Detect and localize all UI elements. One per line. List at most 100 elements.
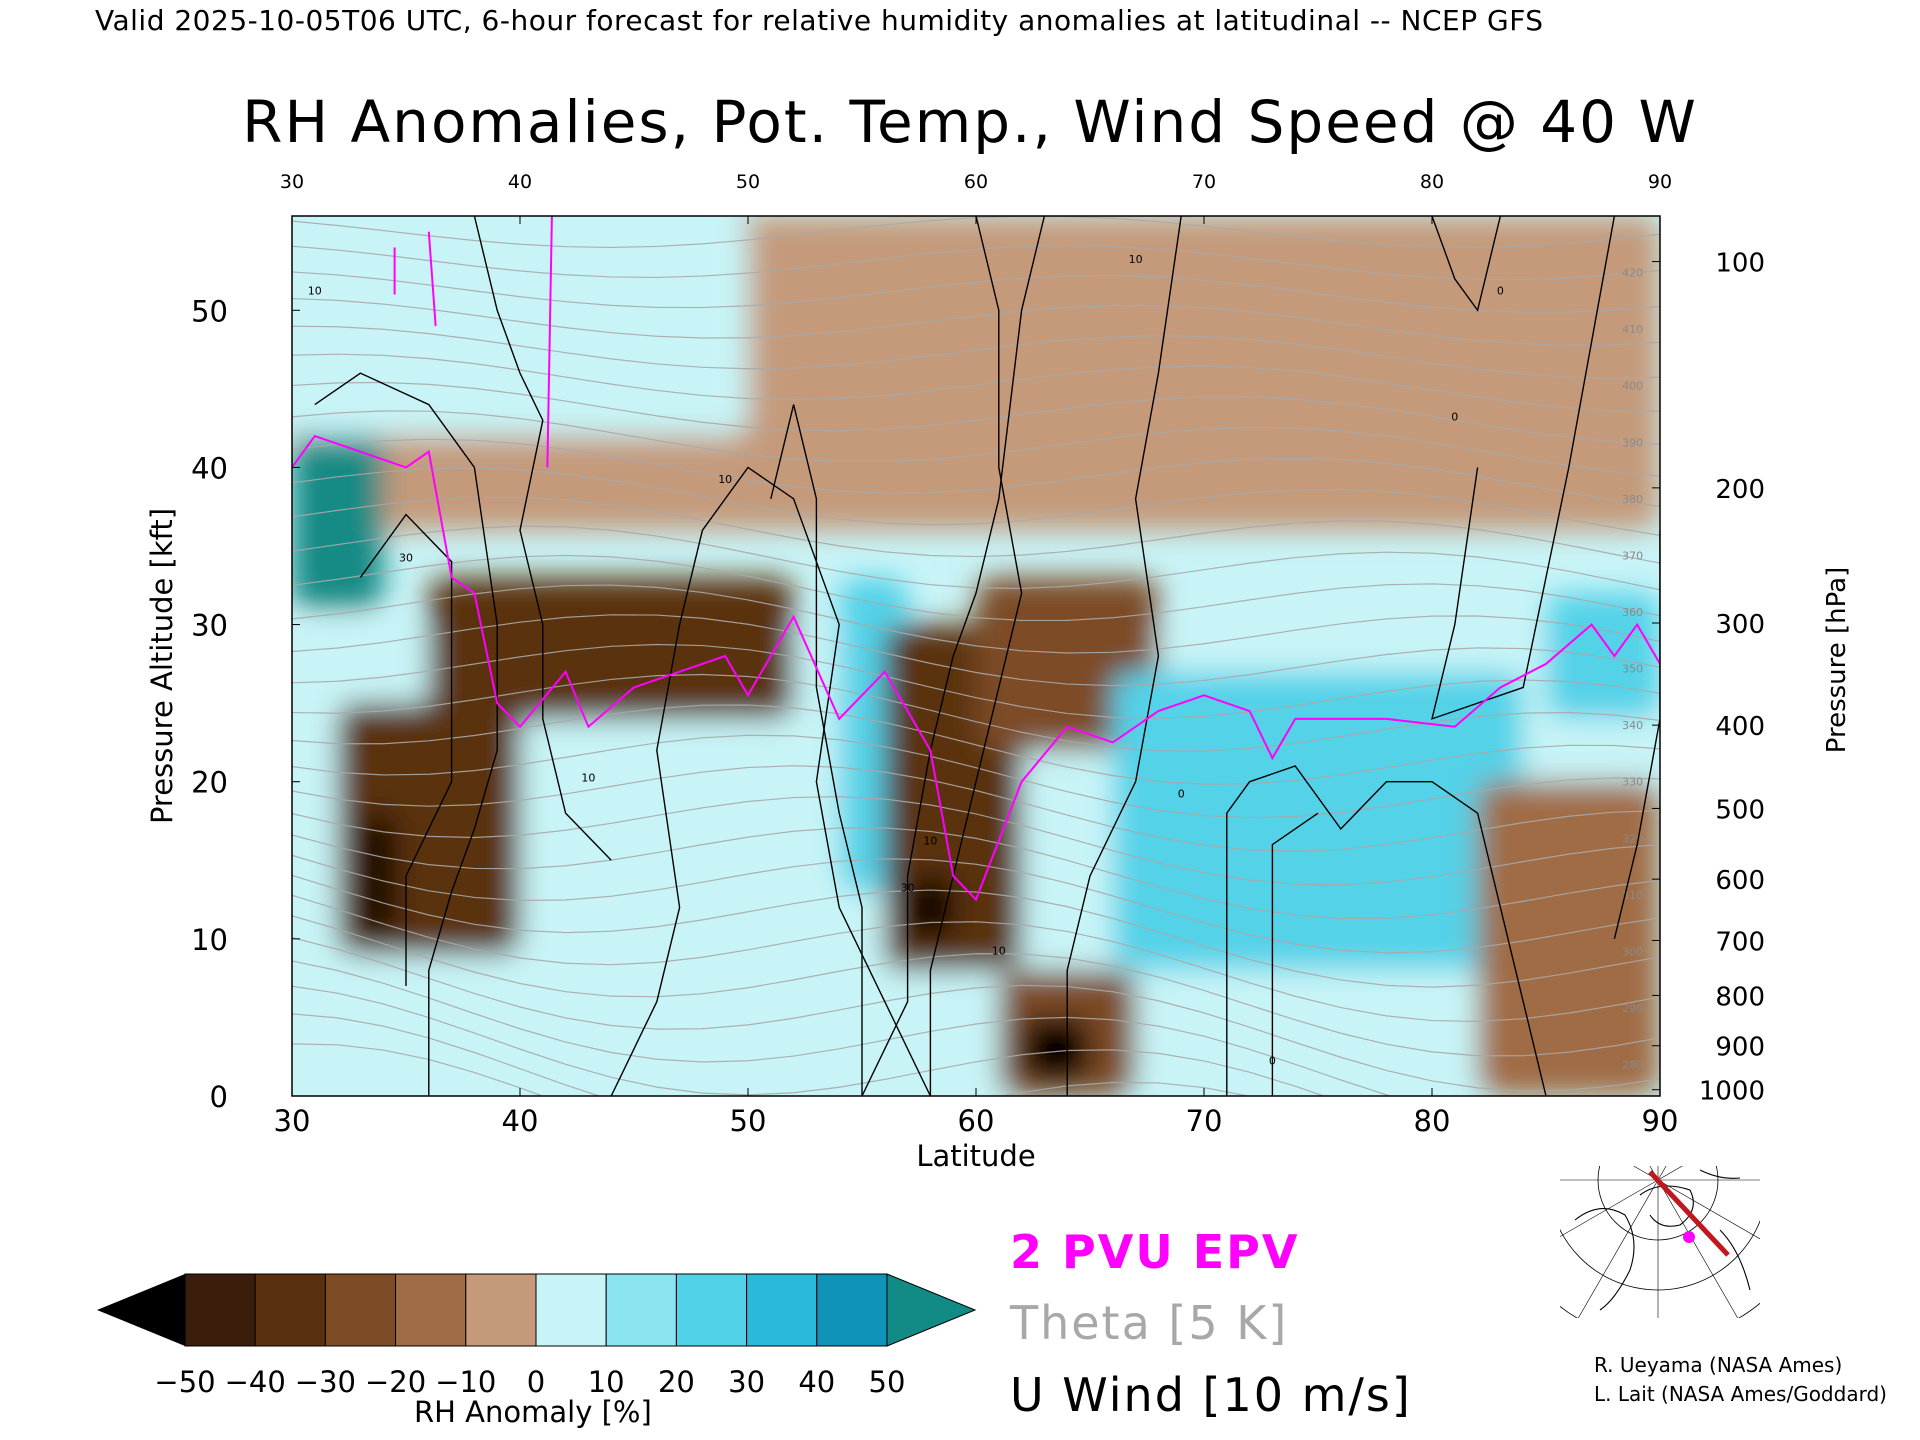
- rh-region: [292, 436, 384, 609]
- theta-contour: [292, 410, 1660, 477]
- u-wind-label: 10: [718, 473, 732, 486]
- colorbar-segment: [324, 1273, 397, 1347]
- pressure-tick-label: 600: [1715, 866, 1765, 896]
- theta-contour: [292, 915, 1660, 1057]
- theta-label: 360: [1622, 606, 1643, 619]
- colorbar-segment: [184, 1273, 256, 1347]
- colorbar-segment: [605, 1273, 677, 1347]
- theta-label: 420: [1622, 267, 1643, 280]
- map-meridian: [1657, 1179, 1760, 1240]
- colorbar-tick-label: 10: [588, 1365, 625, 1399]
- x-top-tick-label: 70: [1192, 171, 1216, 193]
- colorbar-segment: [254, 1273, 326, 1347]
- u-wind-contour: [861, 216, 1046, 1096]
- colorbar-tick-label: 40: [798, 1365, 835, 1399]
- theta-contour: [292, 245, 1660, 281]
- theta-contour: [292, 297, 1660, 346]
- colorbar-segment: [675, 1273, 748, 1347]
- theta-contour: [292, 765, 1660, 852]
- chart-title: RH Anomalies, Pot. Temp., Wind Speed @ 4…: [242, 88, 1698, 156]
- theta-contour: [292, 936, 1660, 1092]
- epv-fragment: [427, 231, 437, 327]
- u-wind-contour: [1271, 812, 1319, 1096]
- colorbar: −50 −40 −30 −20 −10 0 10 20 30 40 50: [97, 1273, 977, 1399]
- colorbar-under-arrow: [97, 1274, 185, 1346]
- inset-locator-map: [1560, 1166, 1760, 1318]
- theta-label: 340: [1622, 719, 1643, 732]
- x-tick-label: 70: [1186, 1104, 1223, 1138]
- pressure-tick-label: 200: [1715, 475, 1765, 505]
- theta-contour: [292, 874, 1660, 988]
- y-tick-label: 40: [191, 451, 228, 485]
- x-top-tick-label: 50: [736, 171, 760, 193]
- theta-contour: [292, 796, 1660, 886]
- rh-anomaly-field: [292, 216, 1660, 1096]
- map-meridian: [1577, 1179, 1659, 1318]
- map-meridian: [1560, 1179, 1659, 1237]
- theta-contour: [292, 894, 1660, 1023]
- theta-contour: [292, 985, 1326, 1096]
- theta-contour: [292, 584, 1660, 654]
- rh-region: [1546, 593, 1660, 719]
- map-meridian: [1657, 1179, 1739, 1318]
- map-body: [1560, 1166, 1760, 1318]
- colorbar-segment: [746, 1273, 818, 1347]
- x-top-tick-label: 30: [280, 171, 304, 193]
- y-tick-label: 50: [191, 294, 228, 328]
- rh-region: [1112, 671, 1524, 971]
- pressure-tick-label: 500: [1715, 795, 1765, 825]
- y-tick-label: 30: [191, 609, 228, 643]
- pressure-tick-label: 100: [1715, 249, 1765, 279]
- theta-label: 380: [1622, 493, 1643, 506]
- u-wind-label: 10: [581, 772, 595, 785]
- theta-label: 310: [1622, 889, 1643, 902]
- u-wind-label: 0: [1178, 787, 1185, 800]
- theta-label: 300: [1622, 945, 1643, 958]
- colorbar-tick-label: 50: [869, 1365, 906, 1399]
- theta-label: 330: [1622, 776, 1643, 789]
- map-coastline: [1574, 1185, 1694, 1311]
- theta-contour: [292, 1043, 544, 1096]
- colorbar-segment: [395, 1273, 467, 1347]
- theta-contour: [292, 353, 1660, 413]
- theta-contour: [292, 525, 1660, 591]
- u-wind-contour: [929, 216, 1023, 1096]
- x-top-tick-label: 80: [1420, 171, 1444, 193]
- theta-contour: [292, 704, 1660, 785]
- pressure-tick-label: 900: [1715, 1033, 1765, 1063]
- colorbar-segment: [535, 1273, 607, 1347]
- x-tick-label: 60: [958, 1104, 995, 1138]
- u-wind-label: 10: [308, 285, 322, 298]
- x-axis-label: Latitude: [916, 1139, 1035, 1173]
- rh-region: [292, 216, 748, 436]
- x-tick-label: 40: [502, 1104, 539, 1138]
- map-coastline: [1699, 1169, 1751, 1291]
- theta-contour: [292, 438, 1660, 507]
- legend-epv: 2 PVU EPV: [1010, 1225, 1300, 1279]
- u-wind-contour: [1226, 765, 1547, 1096]
- pressure-tick-label: 1000: [1699, 1077, 1765, 1107]
- colorbar-tick-label: −30: [295, 1365, 356, 1399]
- theta-contour: [292, 673, 1660, 752]
- theta-contour: [292, 827, 1660, 920]
- x-tick-label: 50: [730, 1104, 767, 1138]
- colorbar-tick-label: −50: [154, 1365, 215, 1399]
- u-wind-label: 30: [901, 882, 915, 895]
- u-wind-contour: [1431, 216, 1616, 720]
- y-tick-label: 0: [210, 1080, 228, 1114]
- pressure-tick-label: 400: [1715, 712, 1765, 742]
- legend-theta: Theta [5 K]: [1010, 1296, 1289, 1350]
- u-wind-contour: [473, 216, 612, 861]
- y-axis-label: Pressure Altitude [kft]: [145, 508, 179, 824]
- x-tick-label: 30: [274, 1104, 311, 1138]
- theta-label: 410: [1622, 323, 1643, 336]
- colorbar-label: RH Anomaly [%]: [414, 1395, 652, 1429]
- theta-contour: [292, 854, 1660, 954]
- theta-contour: [292, 325, 1660, 379]
- u-wind-contour: [610, 466, 932, 1096]
- theta-label: 320: [1622, 832, 1643, 845]
- x-tick-label: 90: [1642, 1104, 1679, 1138]
- legend-u-wind: U Wind [10 m/s]: [1010, 1368, 1412, 1422]
- colorbar-tick-label: 0: [527, 1365, 545, 1399]
